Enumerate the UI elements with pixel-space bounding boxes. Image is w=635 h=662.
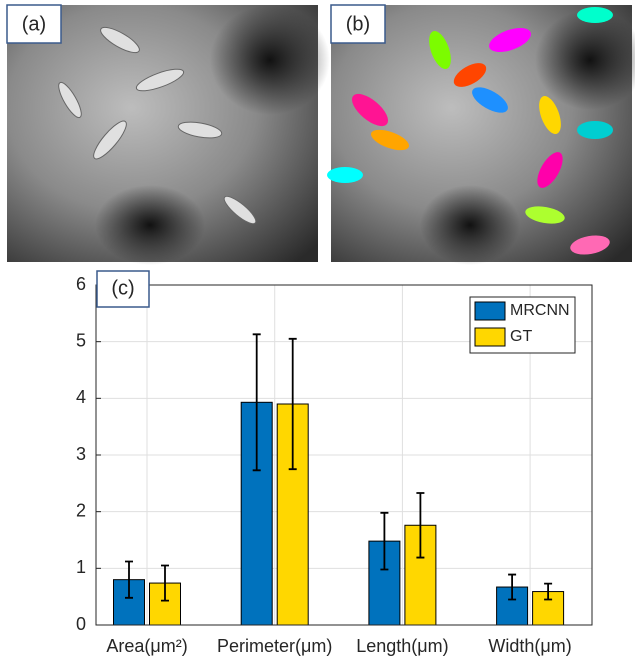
figure: (a) (b) 0 1 2 3 4 5 6 Area(μm²) Perimeter(μm) Len… (0, 0, 635, 657)
panel-label-a: (a) (7, 5, 61, 43)
image-b (327, 5, 635, 265)
y-tick-label: 3 (76, 444, 86, 464)
legend-swatch (475, 328, 505, 346)
panel-label: (b) (346, 13, 370, 35)
x-tick-label: Width(μm) (488, 636, 571, 656)
y-tick-label: 6 (76, 274, 86, 294)
y-tick-label: 1 (76, 557, 86, 577)
y-tick-label: 4 (76, 387, 86, 407)
panel-label: (a) (22, 13, 46, 35)
legend-label: GT (510, 328, 532, 345)
x-tick-label: Length(μm) (356, 636, 448, 656)
y-tick-label: 0 (76, 614, 86, 634)
panel-label: (c) (111, 277, 134, 299)
image-a (7, 5, 330, 265)
x-tick-label: Area(μm²) (106, 636, 187, 656)
x-tick-label: Perimeter(μm) (217, 636, 332, 656)
y-tick-label: 5 (76, 330, 86, 350)
chart: 0 1 2 3 4 5 6 Area(μm²) Perimeter(μm) Length(μm) W… (76, 271, 592, 656)
legend-swatch (475, 302, 505, 320)
panel-label-b: (b) (331, 5, 385, 43)
y-tick-label: 2 (76, 500, 86, 520)
legend-label: MRCNN (510, 302, 570, 319)
